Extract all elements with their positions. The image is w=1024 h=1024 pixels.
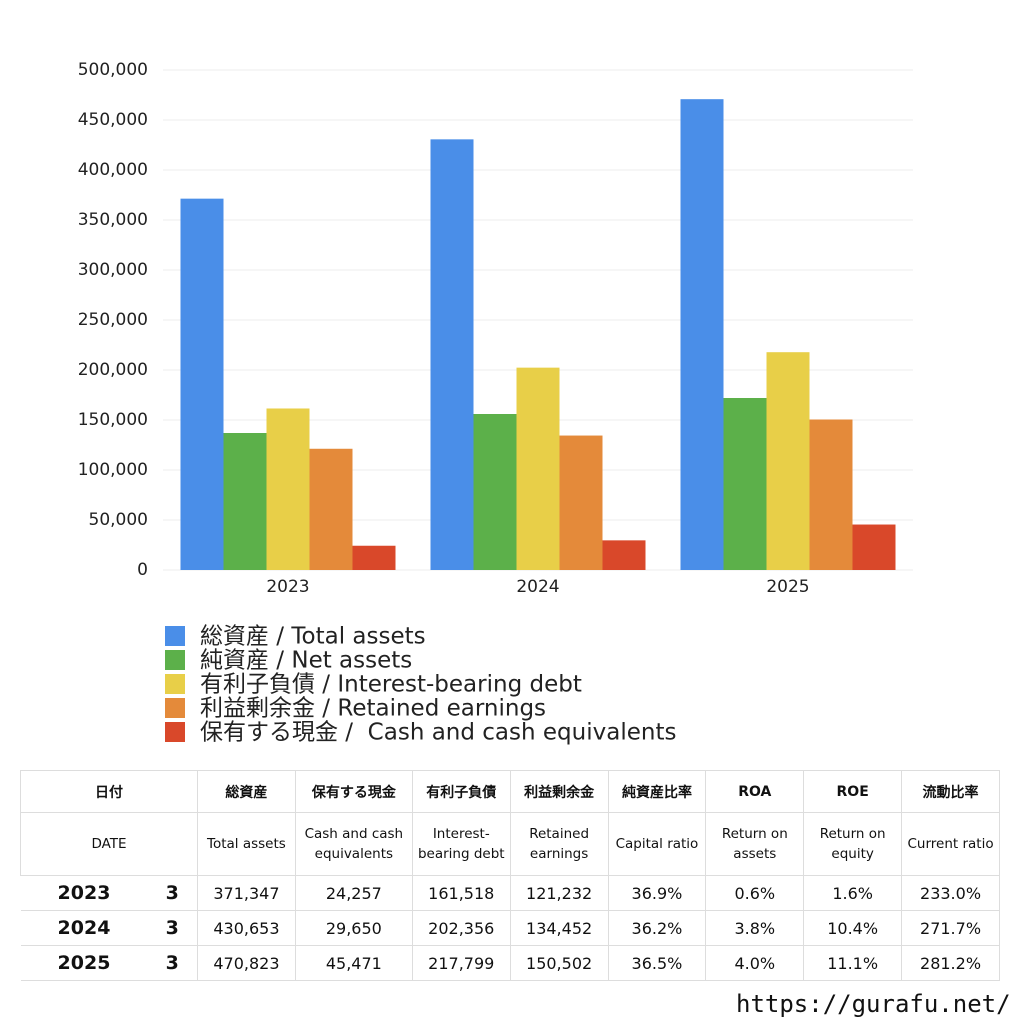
data-row: 2023 3 371,347 24,257 161,518 121,232 36.9% 0.6… [20, 875, 1000, 911]
table-cell: 36.9% [607, 875, 707, 911]
header-cell: Total assets [197, 812, 296, 876]
y-tick-label: 350,000 [78, 210, 148, 230]
y-tick-label: 50,000 [89, 510, 148, 530]
y-tick-label: 250,000 [78, 310, 148, 330]
table-cell: 3 [147, 945, 198, 981]
x-tick-label: 2025 [766, 577, 809, 597]
y-tick-label: 450,000 [78, 110, 148, 130]
bar [266, 408, 310, 570]
table-cell: 3 [147, 910, 198, 946]
table-cell: 217,799 [411, 945, 511, 981]
header-cell: 流動比率 [901, 770, 1000, 813]
bar [309, 448, 353, 570]
table-cell: 36.2% [607, 910, 707, 946]
y-tick-label: 100,000 [78, 460, 148, 480]
header-cell: 利益剰余金 [509, 770, 609, 813]
x-tick-label: 2023 [266, 577, 309, 597]
table-cell: 2023 [20, 875, 148, 911]
bar [516, 367, 560, 570]
header-cell: DATE [20, 812, 198, 876]
header-cell: Interest-bearing debt [411, 812, 511, 876]
bar [223, 433, 267, 570]
header-cell: Cash and cash equivalents [294, 812, 413, 876]
bar [559, 435, 603, 570]
table-cell: 2024 [20, 910, 148, 946]
bar [180, 198, 224, 570]
header-cell: Return on assets [705, 812, 805, 876]
y-tick-label: 0 [137, 560, 148, 580]
table-cell: 202,356 [411, 910, 511, 946]
legend-swatch [165, 626, 185, 646]
table-cell: 134,452 [509, 910, 609, 946]
y-tick-label: 200,000 [78, 360, 148, 380]
y-tick-label: 500,000 [78, 60, 148, 80]
legend-label: 保有する現金 / Cash and cash equivalents [200, 720, 676, 746]
bar [723, 398, 767, 570]
table-cell: 10.4% [803, 910, 903, 946]
data-table: 日付 総資産 保有する現金 有利子負債 利益剰余金 純資産比率 ROA ROE 流動比率 DATE… [20, 770, 1000, 981]
legend-swatch [165, 698, 185, 718]
table-cell: 121,232 [509, 875, 609, 911]
legend-label: 純資産 / Net assets [200, 648, 412, 674]
header-cell: 日付 [20, 770, 198, 813]
footer-url: https://gurafu.net/ [736, 990, 1011, 1018]
legend-label: 利益剰余金 / Retained earnings [200, 696, 546, 722]
table-cell: 3.8% [705, 910, 805, 946]
table-cell: 2025 [20, 945, 148, 981]
table-cell: 11.1% [803, 945, 903, 981]
table-cell: 281.2% [901, 945, 1000, 981]
header-cell: ROA [705, 770, 805, 813]
header-cell: ROE [803, 770, 903, 813]
table-cell: 161,518 [411, 875, 511, 911]
header-row: DATE Total assets Cash and cash equivalent… [20, 812, 1000, 876]
y-tick-label: 400,000 [78, 160, 148, 180]
bar [766, 352, 810, 570]
table-cell: 233.0% [901, 875, 1000, 911]
table-cell: 4.0% [705, 945, 805, 981]
table-cell: 29,650 [294, 910, 413, 946]
bar [352, 545, 396, 570]
legend-swatch [165, 722, 185, 742]
bar [809, 419, 853, 570]
table-cell: 36.5% [607, 945, 707, 981]
table-cell: 1.6% [803, 875, 903, 911]
header-cell: Capital ratio [607, 812, 707, 876]
legend-swatch [165, 674, 185, 694]
y-tick-label: 300,000 [78, 260, 148, 280]
header-row: 日付 総資産 保有する現金 有利子負債 利益剰余金 純資産比率 ROA ROE 流動比率 [20, 770, 1000, 813]
table-cell: 3 [147, 875, 198, 911]
bar [852, 524, 896, 570]
header-cell: Retained earnings [509, 812, 609, 876]
chart: 0 50,000 100,000 150,000 200,000 250,000 300,0… [78, 60, 913, 746]
bar [680, 99, 724, 570]
bar [473, 414, 517, 570]
header-cell: Return on equity [803, 812, 903, 876]
y-tick-label: 150,000 [78, 410, 148, 430]
header-cell: 総資産 [197, 770, 296, 813]
table-cell: 150,502 [509, 945, 609, 981]
table-cell: 371,347 [197, 875, 296, 911]
legend-label: 有利子負債 / Interest-bearing debt [200, 672, 582, 698]
x-tick-label: 2024 [516, 577, 559, 597]
data-row: 2025 3 470,823 45,471 217,799 150,502 36.5% 4.0… [20, 945, 1000, 981]
header-cell: 純資産比率 [607, 770, 707, 813]
table-cell: 0.6% [705, 875, 805, 911]
header-cell: 保有する現金 [294, 770, 413, 813]
table-cell: 430,653 [197, 910, 296, 946]
legend-swatch [165, 650, 185, 670]
data-row: 2024 3 430,653 29,650 202,356 134,452 36.2% 3.8… [20, 910, 1000, 946]
table-cell: 45,471 [294, 945, 413, 981]
table-cell: 470,823 [197, 945, 296, 981]
legend-label: 総資産 / Total assets [200, 624, 426, 650]
header-cell: 有利子負債 [411, 770, 511, 813]
table-cell: 24,257 [294, 875, 413, 911]
bar [602, 540, 646, 570]
header-cell: Current ratio [901, 812, 1000, 876]
table-cell: 271.7% [901, 910, 1000, 946]
bar [430, 139, 474, 571]
